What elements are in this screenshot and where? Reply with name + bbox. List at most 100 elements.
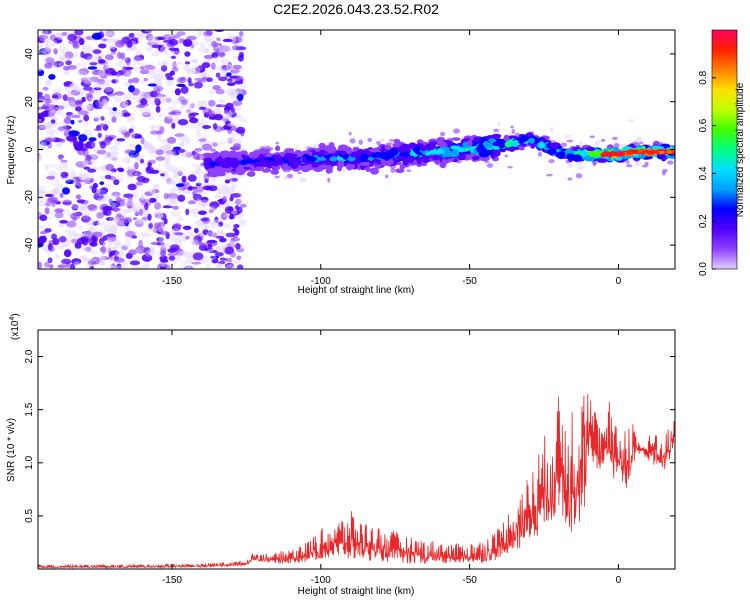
ridge-blob: [512, 139, 519, 147]
noise-blob: [130, 131, 136, 140]
noise-blob: [198, 138, 207, 142]
noise-blob: [40, 141, 48, 149]
noise-blob: [140, 193, 145, 201]
noise-blob: [38, 37, 45, 44]
noise-blob: [168, 39, 179, 46]
ridge-blob: [328, 142, 335, 148]
noise-blob: [89, 241, 98, 247]
ridge-blob: [219, 150, 227, 156]
snr-y-ticks: 0.5 1.0 1.5 2.0: [24, 349, 675, 523]
noise-blob: [167, 136, 177, 144]
ridge-core: [617, 152, 624, 156]
noise-blob: [59, 220, 68, 224]
noise-blob: [52, 238, 60, 246]
noise-blob: [190, 103, 195, 109]
noise-blob: [171, 67, 179, 72]
noise-blob: [75, 194, 82, 200]
noise-blob: [215, 245, 221, 253]
snr-plot-area: [38, 330, 675, 569]
noise-blob: [82, 45, 94, 53]
noise-blob: [139, 66, 145, 70]
noise-blob: [231, 45, 240, 51]
noise-blob: [98, 69, 106, 76]
noise-blob: [93, 116, 103, 123]
noise-blob: [111, 246, 118, 251]
noise-blob: [112, 206, 120, 213]
x-tick-label: -150: [162, 276, 182, 287]
noise-blob: [219, 45, 231, 52]
ridge-core: [666, 150, 673, 154]
noise-blob: [191, 170, 200, 175]
noise-blob: [202, 229, 209, 236]
noise-blob: [50, 104, 55, 110]
spectrogram-marks: [38, 30, 675, 269]
noise-blob: [85, 258, 97, 262]
ridge-blob: [402, 159, 409, 166]
ridge-blob: [264, 167, 271, 173]
noise-blob: [79, 143, 89, 152]
noise-blob: [60, 258, 72, 265]
noise-blob: [160, 97, 168, 104]
noise-blob: [274, 175, 280, 179]
noise-blob: [124, 149, 136, 154]
noise-blob: [185, 208, 190, 216]
noise-blob: [215, 72, 221, 78]
noise-blob: [218, 98, 224, 103]
noise-blob: [184, 56, 189, 60]
ridge-blob: [365, 166, 371, 172]
noise-blob: [107, 38, 117, 44]
ridge-blob: [425, 143, 436, 151]
noise-blob: [38, 235, 47, 244]
noise-blob: [147, 83, 157, 87]
ridge-blob: [283, 150, 293, 155]
noise-blob: [123, 81, 132, 87]
noise-blob: [124, 240, 131, 249]
noise-blob: [73, 261, 81, 266]
spectrogram-x-ticks: -150 -100 -50 0: [162, 30, 622, 287]
noise-blob: [125, 230, 136, 238]
noise-blob: [48, 264, 54, 269]
noise-blob: [217, 230, 224, 237]
noise-blob: [180, 85, 189, 94]
ridge-blob: [416, 157, 423, 165]
noise-blob: [142, 112, 151, 116]
noise-blob: [146, 96, 154, 104]
ridge-blob: [555, 152, 562, 157]
noise-blob: [78, 119, 83, 124]
noise-blob: [105, 245, 113, 250]
noise-blob: [71, 238, 78, 244]
ridge-blob: [451, 137, 461, 141]
noise-blob: [99, 141, 107, 149]
noise-blob: [165, 72, 173, 78]
noise-blob: [76, 199, 86, 204]
ridge-blob: [380, 159, 387, 167]
ridge-blob: [270, 162, 281, 167]
noise-blob: [54, 211, 64, 219]
noise-blob: [101, 241, 106, 247]
noise-blob: [232, 100, 243, 106]
noise-blob: [180, 104, 185, 109]
noise-blob: [180, 151, 186, 158]
noise-blob: [148, 223, 154, 229]
noise-blob: [157, 113, 164, 118]
noise-blob: [639, 141, 644, 145]
noise-blob: [58, 154, 63, 161]
noise-blob: [486, 163, 494, 168]
noise-blob: [156, 249, 166, 258]
noise-blob: [184, 61, 191, 65]
noise-blob: [600, 138, 606, 142]
ridge-blob: [478, 138, 485, 144]
noise-blob: [223, 223, 231, 229]
noise-blob: [189, 235, 195, 239]
noise-blob: [169, 244, 180, 251]
noise-blob: [38, 140, 45, 148]
noise-blob: [38, 97, 47, 105]
noise-blob: [121, 245, 129, 251]
noise-blob: [145, 33, 154, 41]
noise-blob: [99, 71, 108, 79]
noise-blob: [63, 176, 72, 183]
y-tick-label: 2.0: [24, 349, 35, 363]
noise-blob: [148, 71, 157, 79]
noise-blob: [196, 100, 208, 104]
noise-blob: [104, 174, 112, 180]
